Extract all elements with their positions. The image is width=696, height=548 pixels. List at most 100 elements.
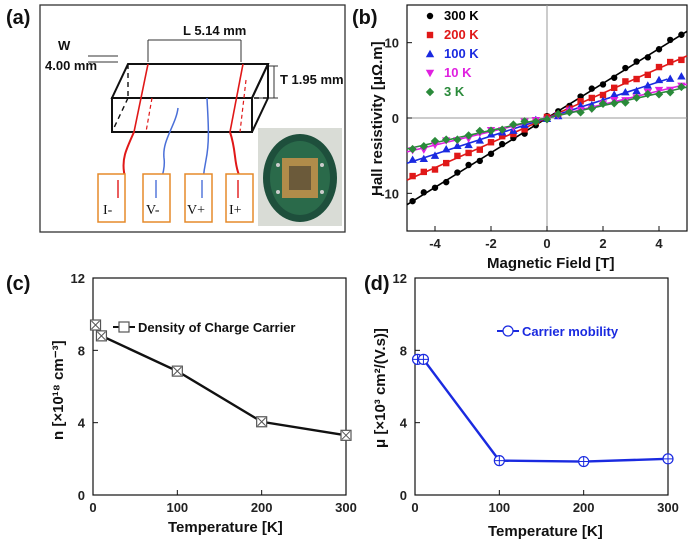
pin-box-v-plus [184, 173, 213, 223]
data-point-0 [454, 169, 461, 176]
data-point-2 [475, 136, 484, 144]
data-point-1 [644, 71, 651, 79]
data-point-1 [510, 130, 517, 138]
legend-marker-3 [425, 69, 435, 78]
pin-label-i-plus: I+ [229, 203, 242, 218]
panel-a-label: (a) [6, 7, 30, 29]
plot-c-ytick-label: 4 [78, 416, 86, 431]
series-line [94, 324, 347, 437]
sample-box [110, 63, 270, 133]
data-point-1 [476, 146, 483, 153]
data-point-cross [257, 417, 267, 427]
data-point-4 [610, 99, 619, 108]
data-point-0 [409, 197, 416, 205]
data-point-4 [632, 93, 641, 102]
data-point-1 [487, 139, 495, 146]
plot-b-xtick-label: 0 [543, 236, 550, 251]
data-point-2 [666, 74, 675, 82]
legend-label-3: 10 K [444, 65, 472, 80]
plot-c-ytick-label: 8 [78, 343, 85, 358]
data-point-1 [667, 58, 674, 66]
data-point-2 [464, 140, 473, 149]
data-point-2 [677, 72, 686, 80]
pin-box-i-plus [225, 173, 254, 223]
data-point-cross [341, 430, 351, 440]
panel-d: (d) 0 100 200 300 0 4 8 12 Carrier mobility Tem… [364, 271, 679, 540]
plot-b-ytick-label: 0 [392, 111, 399, 126]
plot-b-points [408, 31, 686, 205]
plot-b-xtick-label: 2 [599, 236, 606, 251]
legend-marker-1 [426, 31, 434, 39]
plot-d-frame [414, 277, 669, 496]
data-point-0 [499, 140, 506, 148]
data-point-4 [677, 82, 686, 92]
data-point-1 [577, 98, 584, 105]
data-point-2 [442, 144, 451, 153]
data-point-4 [442, 135, 451, 144]
data-point-4 [475, 126, 484, 136]
plot-c-legend: Density of Charge Carrier [113, 320, 296, 335]
plot-c-ylabel: n [×10¹⁸ cm⁻³] [50, 340, 67, 440]
panel-c-label: (c) [6, 273, 30, 295]
data-point-0 [611, 74, 618, 81]
plot-c-frame [92, 277, 347, 496]
plot-d-xlabel: Temperature [K] [488, 523, 603, 540]
panel-a-frame [39, 4, 346, 233]
plot-b-legend: 300 K 200 K 100 K 10 K 3 K [425, 8, 479, 99]
panel-c: (c) 0 100 200 300 0 4 8 12 Density of Charge Ca… [6, 271, 357, 536]
data-point-4 [464, 131, 473, 140]
data-point-cross [494, 455, 505, 466]
plot-d-ytick-label: 12 [393, 271, 407, 286]
legend-marker-2 [425, 49, 435, 58]
data-point-1 [633, 75, 640, 83]
pin-label-v-plus: V+ [187, 203, 205, 218]
data-point-4 [576, 108, 585, 117]
plot-d-series [411, 353, 674, 468]
data-point-2 [408, 155, 417, 163]
plot-b-xtick-label: -2 [485, 236, 497, 251]
data-point-1 [678, 56, 685, 64]
legend-label-4: 3 K [444, 84, 465, 99]
plot-c-xtick-label: 200 [251, 500, 273, 515]
data-point-4 [453, 135, 462, 144]
data-point-1 [521, 126, 528, 133]
data-point-1 [655, 63, 663, 71]
data-point-4 [509, 120, 518, 129]
plot-b-ytick-label: 10 [385, 36, 399, 51]
legend-label-0: 300 K [444, 8, 479, 23]
pin-label-v-minus: V- [146, 203, 160, 218]
legend-marker [118, 321, 130, 333]
data-point-cross [663, 453, 673, 464]
data-point-1 [443, 159, 450, 167]
panel-a: (a) L 5.14 mm W 4.00 mm T 1.95 mm [6, 4, 346, 233]
data-point-0 [667, 36, 674, 44]
data-point-4 [643, 89, 652, 99]
data-point-0 [431, 184, 439, 191]
plot-c-ytick-label: 0 [78, 488, 85, 503]
data-point-2 [419, 154, 428, 162]
legend-marker [502, 325, 514, 337]
data-point-4 [419, 142, 428, 151]
data-point-1 [465, 149, 472, 157]
legend-label: Density of Charge Carrier [138, 320, 296, 335]
data-point-2 [610, 90, 619, 98]
pin-label-i-minus: I- [103, 203, 113, 218]
data-point-4 [486, 126, 496, 135]
data-point-0 [443, 178, 450, 186]
plot-b-xtick-label: -4 [429, 236, 441, 251]
plot-c-xtick-label: 100 [166, 500, 188, 515]
data-point-2 [621, 88, 630, 96]
data-point-4 [666, 88, 675, 97]
legend-label-1: 200 K [444, 27, 479, 42]
plot-b-xlabel: Magnetic Field [T] [487, 255, 615, 272]
data-point-2 [643, 81, 652, 89]
data-point-0 [644, 54, 651, 61]
data-point-1 [454, 152, 461, 160]
plot-d-ytick-label: 8 [400, 343, 407, 358]
sample-photo [258, 128, 342, 226]
plot-d-xtick-label: 200 [573, 500, 595, 515]
plot-b-xtick-label: 4 [655, 236, 663, 251]
legend-marker-0 [426, 12, 434, 20]
data-point-0 [622, 64, 629, 72]
data-point-4 [430, 136, 440, 146]
